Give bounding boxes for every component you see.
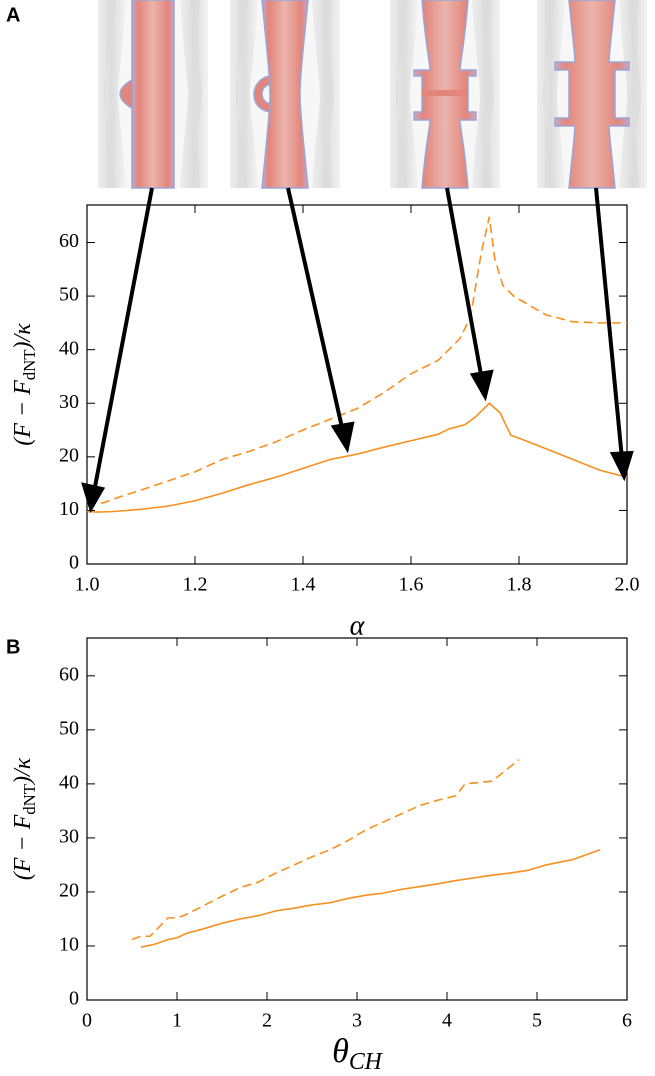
x-tick-label: 1: [172, 1010, 182, 1032]
axis-label-subscript: dNT: [20, 349, 39, 380]
y-tick-label: 20: [59, 880, 79, 902]
snapshot: [98, 0, 208, 189]
x-tick-label: 1.8: [507, 574, 532, 596]
y-tick-label: 20: [59, 444, 79, 466]
y-tick-label: 60: [59, 663, 79, 685]
x-tick-label: 5: [532, 1010, 542, 1032]
x-tick-label: 1.6: [399, 574, 424, 596]
axis-label: θCH: [332, 1033, 384, 1076]
x-tick-label: 2: [262, 1010, 272, 1032]
y-tick-label: 50: [59, 284, 79, 306]
x-tick-label: 0: [82, 1010, 92, 1032]
chart: 1.0 1.2 1.4 1.6 1.8 2.0 0 10 20 30 40 50 60 α (F − FdN…: [10, 204, 640, 641]
data-line: [131, 758, 520, 941]
plot-frame: [86, 637, 628, 1001]
x-tick-label: 2.0: [615, 574, 640, 596]
axis-label-part: )/κ: [10, 757, 36, 786]
axis-label-part: (F − F: [10, 380, 36, 446]
y-tick-label: 40: [59, 337, 79, 359]
snapshot: [390, 0, 500, 189]
x-tick-label: 1.4: [291, 574, 316, 596]
x-tick-label: 1.0: [75, 574, 100, 596]
snapshot: [230, 0, 340, 189]
axis-label-subscript: CH: [349, 1050, 384, 1076]
panel-label: A: [6, 4, 20, 26]
plot-frame: [86, 204, 628, 565]
data-line: [140, 849, 601, 948]
axis-label-part: (F − F: [10, 814, 36, 880]
y-tick-label: 0: [69, 988, 79, 1010]
y-tick-label: 40: [59, 771, 79, 793]
y-tick-label: 30: [59, 826, 79, 848]
x-tick-label: 4: [442, 1010, 452, 1032]
axis-label-part: θ: [332, 1033, 349, 1070]
x-tick-label: 3: [352, 1010, 362, 1032]
arrows: [81, 187, 634, 513]
panel-label: B: [6, 636, 20, 658]
axis-label-subscript: dNT: [20, 784, 39, 815]
axis-label: (F − FdNT)/κ: [10, 323, 40, 446]
data-line: [86, 216, 627, 504]
y-tick-label: 10: [59, 498, 79, 520]
axis-label: (F − FdNT)/κ: [10, 757, 40, 880]
y-tick-label: 60: [59, 230, 79, 252]
y-tick-label: 0: [69, 552, 79, 574]
y-tick-label: 10: [59, 934, 79, 956]
y-tick-label: 30: [59, 391, 79, 413]
axis-label-part: )/κ: [10, 323, 36, 352]
snapshot: [537, 0, 647, 189]
data-line: [86, 402, 628, 513]
x-tick-label: 6: [622, 1010, 632, 1032]
x-tick-label: 1.2: [183, 574, 208, 596]
axis-label: α: [350, 610, 366, 641]
y-tick-label: 50: [59, 717, 79, 739]
